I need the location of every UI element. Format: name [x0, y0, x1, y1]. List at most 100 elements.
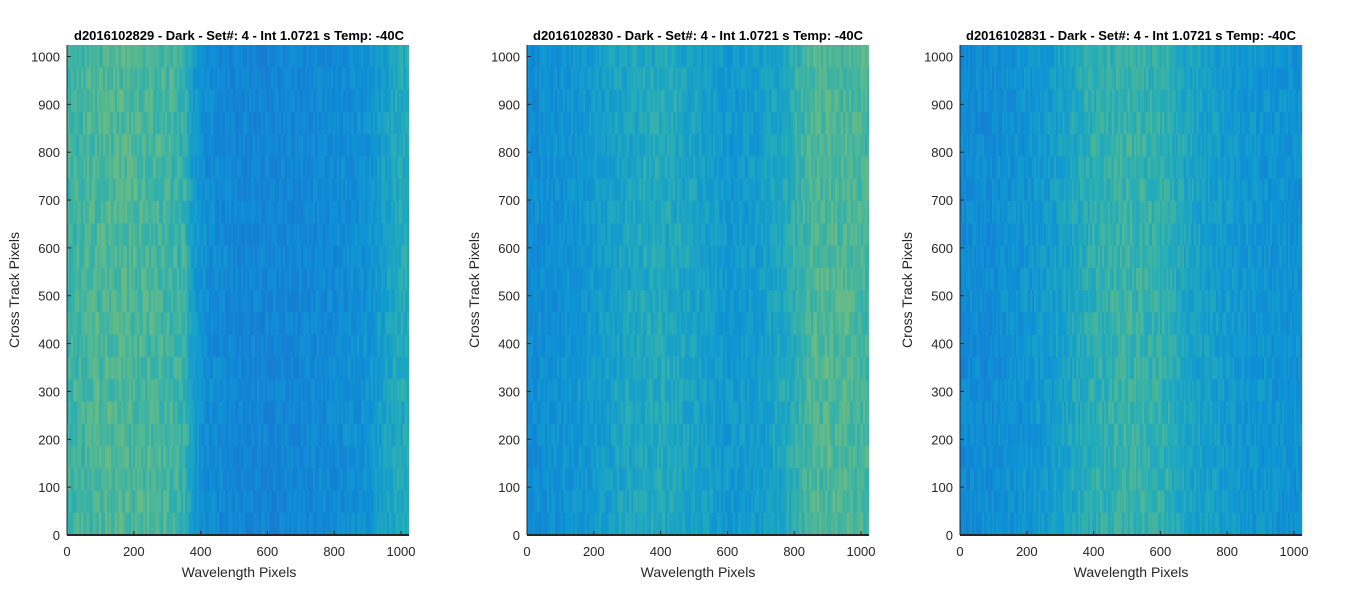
heatmap-cell [83, 512, 86, 536]
heatmap-cell [321, 111, 324, 135]
heatmap-cell [199, 512, 202, 536]
heatmap-cell [129, 245, 132, 269]
heatmap-cell [379, 223, 382, 246]
heatmap-cell [117, 490, 120, 514]
heatmap-cell [97, 379, 100, 402]
heatmap-cell [145, 45, 148, 68]
heatmap-cell [267, 267, 270, 291]
heatmap-cell [599, 512, 602, 536]
heatmap-cell [259, 468, 262, 491]
heatmap-cell [545, 267, 548, 291]
heatmap-cell [257, 267, 260, 291]
heatmap-cell [203, 490, 206, 514]
heatmap-cell [205, 111, 208, 135]
heatmap-cell [609, 178, 612, 202]
heatmap-cell [127, 223, 130, 246]
heatmap-cell [623, 468, 626, 491]
heatmap-cell [341, 200, 344, 224]
heatmap-cell [229, 445, 232, 469]
heatmap-cell [231, 512, 234, 536]
heatmap-cell [551, 200, 554, 224]
heatmap-cell [543, 290, 546, 313]
heatmap-cell [391, 223, 394, 246]
heatmap-cell [109, 89, 112, 113]
heatmap-cell [255, 468, 258, 491]
heatmap-cell [201, 468, 204, 491]
heatmap-cell [229, 401, 232, 425]
heatmap-cell [619, 89, 622, 113]
heatmap-cell [269, 178, 272, 202]
heatmap-cell [565, 267, 568, 291]
heatmap-cell [101, 223, 104, 246]
heatmap-cell [137, 89, 140, 113]
heatmap-cell [249, 356, 252, 380]
heatmap-cell [185, 67, 188, 90]
heatmap-cell [171, 67, 174, 90]
subplot-1-heatmap [67, 45, 410, 536]
heatmap-cell [129, 334, 132, 358]
heatmap-cell [299, 512, 302, 536]
heatmap-cell [179, 200, 182, 224]
heatmap-cell [137, 156, 140, 180]
heatmap-cell [561, 334, 564, 358]
heatmap-cell [613, 512, 616, 536]
heatmap-cell [397, 178, 400, 202]
heatmap-cell [615, 312, 618, 335]
heatmap-cell [311, 111, 314, 135]
heatmap-cell [319, 334, 322, 358]
heatmap-cell [261, 223, 264, 246]
heatmap-cell [183, 134, 186, 157]
heatmap-cell [225, 156, 228, 180]
heatmap-cell [229, 178, 232, 202]
heatmap-cell [167, 89, 170, 113]
heatmap-cell [621, 423, 624, 447]
heatmap-cell [401, 223, 404, 246]
heatmap-cell [121, 178, 124, 202]
heatmap-cell [195, 445, 198, 469]
heatmap-cell [629, 245, 632, 269]
heatmap-cell [601, 89, 604, 113]
heatmap-cell [137, 245, 140, 269]
heatmap-cell [591, 156, 594, 180]
heatmap-cell [275, 356, 278, 380]
heatmap-cell [587, 512, 590, 536]
heatmap-cell [197, 156, 200, 180]
heatmap-cell [313, 290, 316, 313]
heatmap-cell [571, 334, 574, 358]
heatmap-cell [591, 334, 594, 358]
heatmap-cell [303, 245, 306, 269]
heatmap-cell [313, 312, 316, 335]
heatmap-cell [369, 178, 372, 202]
heatmap-cell [233, 156, 236, 180]
heatmap-cell [75, 89, 78, 113]
heatmap-cell [161, 312, 164, 335]
heatmap-cell [89, 111, 92, 135]
heatmap-cell [333, 111, 336, 135]
heatmap-cell [141, 401, 144, 425]
heatmap-cell [133, 267, 136, 291]
heatmap-cell [233, 512, 236, 536]
heatmap-cell [589, 156, 592, 180]
heatmap-cell [573, 423, 576, 447]
heatmap-cell [67, 223, 70, 246]
heatmap-cell [253, 379, 256, 402]
heatmap-cell [355, 490, 358, 514]
heatmap-cell [279, 312, 282, 335]
heatmap-cell [367, 223, 370, 246]
heatmap-cell [579, 356, 582, 380]
heatmap-cell [241, 401, 244, 425]
heatmap-cell [553, 267, 556, 291]
heatmap-cell [149, 379, 152, 402]
heatmap-cell [199, 468, 202, 491]
heatmap-cell [563, 89, 566, 113]
heatmap-cell [237, 445, 240, 469]
heatmap-cell [271, 312, 274, 335]
heatmap-cell [107, 334, 110, 358]
heatmap-cell [581, 245, 584, 269]
heatmap-cell [623, 423, 626, 447]
heatmap-cell [613, 290, 616, 313]
heatmap-cell [195, 490, 198, 514]
heatmap-cell [625, 267, 628, 291]
heatmap-cell [599, 423, 602, 447]
heatmap-cell [193, 401, 196, 425]
